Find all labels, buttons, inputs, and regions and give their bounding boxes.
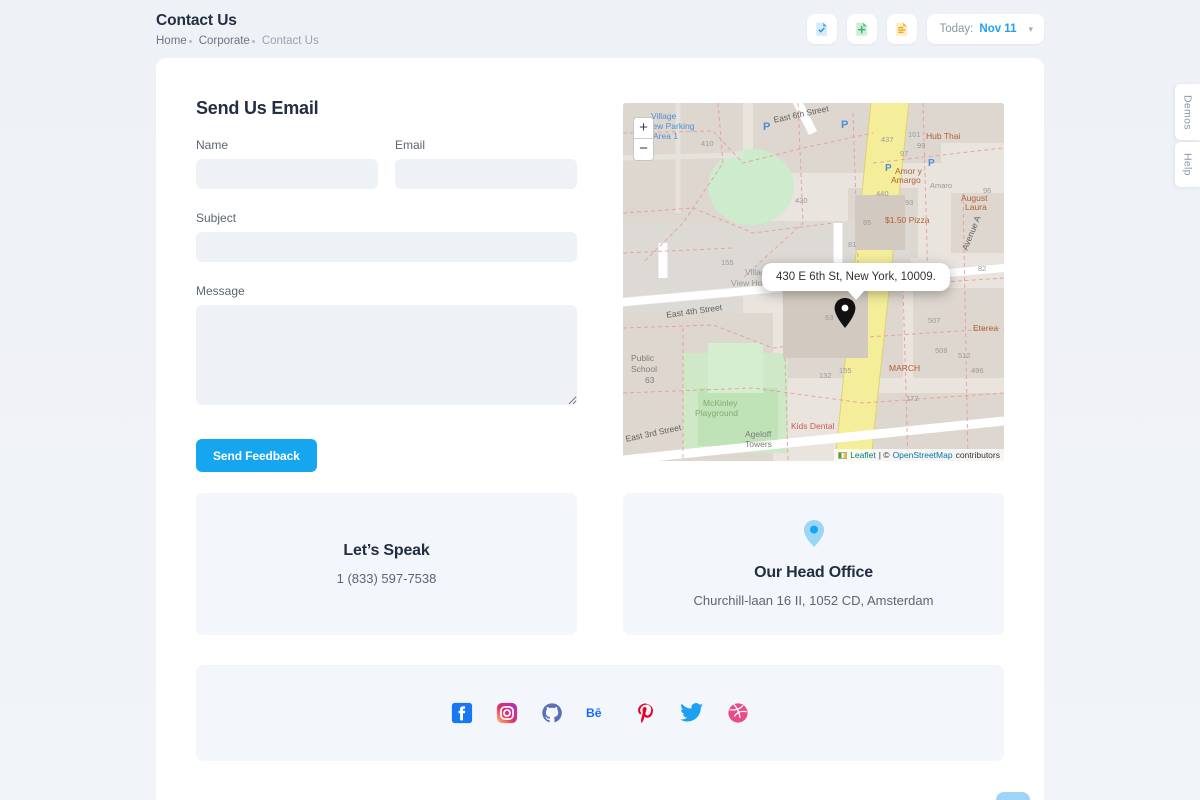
email-input[interactable] bbox=[395, 159, 577, 189]
send-feedback-button[interactable]: Send Feedback bbox=[196, 439, 317, 472]
location-map[interactable]: Village View Parking Area 1 East 6th Str… bbox=[623, 103, 1004, 461]
breadcrumb-separator-icon bbox=[188, 39, 192, 43]
map-address-popup: 430 E 6th St, New York, 10009. bbox=[762, 263, 950, 300]
lets-speak-phone[interactable]: 1 (833) 597-7538 bbox=[336, 571, 437, 586]
demos-tab-label: Demos bbox=[1181, 94, 1194, 130]
twitter-icon[interactable] bbox=[680, 702, 704, 724]
document-add-button[interactable] bbox=[846, 14, 877, 44]
breadcrumb-separator-icon bbox=[251, 39, 255, 43]
social-links-bar: Bē bbox=[196, 665, 1004, 761]
demos-tab[interactable]: Demos bbox=[1175, 84, 1200, 140]
head-office-title: Our Head Office bbox=[754, 564, 873, 581]
today-value: Nov 11 bbox=[979, 23, 1017, 35]
email-label: Email bbox=[395, 138, 426, 152]
header-tools: Today: Nov 11 ▾ bbox=[806, 14, 1044, 44]
page-title: Contact Us bbox=[156, 12, 237, 29]
map-zoom-in-button[interactable]: + bbox=[634, 118, 653, 139]
attribution-separator: | © bbox=[878, 450, 890, 460]
help-tab[interactable]: Help bbox=[1175, 142, 1200, 187]
facebook-icon[interactable] bbox=[451, 702, 473, 724]
pinterest-icon[interactable] bbox=[635, 702, 657, 724]
subject-label: Subject bbox=[196, 211, 237, 225]
leaflet-link[interactable]: Leaflet bbox=[850, 450, 876, 460]
breadcrumb-item-home[interactable]: Home bbox=[156, 35, 187, 47]
name-label: Name bbox=[196, 138, 229, 152]
svg-text:Bē: Bē bbox=[586, 706, 602, 720]
breadcrumb-item-corporate[interactable]: Corporate bbox=[198, 35, 250, 47]
openstreetmap-link[interactable]: OpenStreetMap bbox=[892, 450, 953, 460]
document-lines-button[interactable] bbox=[886, 14, 917, 44]
instagram-icon[interactable] bbox=[496, 702, 518, 724]
chat-widget-peek[interactable] bbox=[996, 792, 1030, 800]
form-section-title: Send Us Email bbox=[196, 98, 319, 118]
head-office-card: Our Head Office Churchill-laan 16 II, 10… bbox=[623, 493, 1004, 635]
today-date-selector[interactable]: Today: Nov 11 ▾ bbox=[926, 14, 1044, 44]
name-input[interactable] bbox=[196, 159, 378, 189]
message-label: Message bbox=[196, 284, 245, 298]
dribbble-icon[interactable] bbox=[727, 702, 749, 724]
document-check-icon bbox=[815, 22, 827, 36]
map-marker-icon[interactable] bbox=[834, 298, 856, 333]
main-content-card: Send Us Email Name Email Subject Message bbox=[156, 58, 1044, 800]
subject-input[interactable] bbox=[196, 232, 577, 262]
head-office-address: Churchill-laan 16 II, 1052 CD, Amsterdam bbox=[693, 593, 934, 608]
lets-speak-title: Let’s Speak bbox=[343, 542, 430, 559]
document-add-icon bbox=[855, 22, 867, 36]
page-header: Contact Us Home Corporate Contact Us bbox=[156, 0, 1044, 58]
message-textarea[interactable] bbox=[196, 305, 577, 405]
message-field-group: Message bbox=[196, 284, 577, 410]
document-lines-icon bbox=[895, 22, 907, 36]
leaflet-flag-icon bbox=[838, 451, 848, 459]
map-attribution: Leaflet | © OpenStreetMap contributors bbox=[834, 449, 1004, 461]
attribution-suffix: contributors bbox=[955, 450, 1000, 460]
help-tab-label: Help bbox=[1181, 153, 1194, 176]
map-zoom-controls[interactable]: + − bbox=[633, 117, 654, 161]
breadcrumb: Home Corporate Contact Us bbox=[156, 35, 1044, 47]
map-pin-icon bbox=[803, 520, 824, 552]
email-field-group: Email bbox=[395, 138, 577, 189]
lets-speak-card: Let’s Speak 1 (833) 597-7538 bbox=[196, 493, 577, 635]
behance-icon[interactable]: Bē bbox=[586, 702, 612, 724]
today-label: Today: bbox=[939, 23, 974, 35]
document-check-button[interactable] bbox=[806, 14, 837, 44]
github-icon[interactable] bbox=[541, 702, 563, 724]
map-zoom-out-button[interactable]: − bbox=[634, 139, 653, 160]
contact-form: Name Email Subject Message Send Feedback bbox=[196, 138, 577, 472]
subject-field-group: Subject bbox=[196, 211, 577, 262]
name-field-group: Name bbox=[196, 138, 378, 189]
chevron-down-icon: ▾ bbox=[1028, 23, 1033, 34]
breadcrumb-item-contact-us: Contact Us bbox=[261, 35, 319, 47]
